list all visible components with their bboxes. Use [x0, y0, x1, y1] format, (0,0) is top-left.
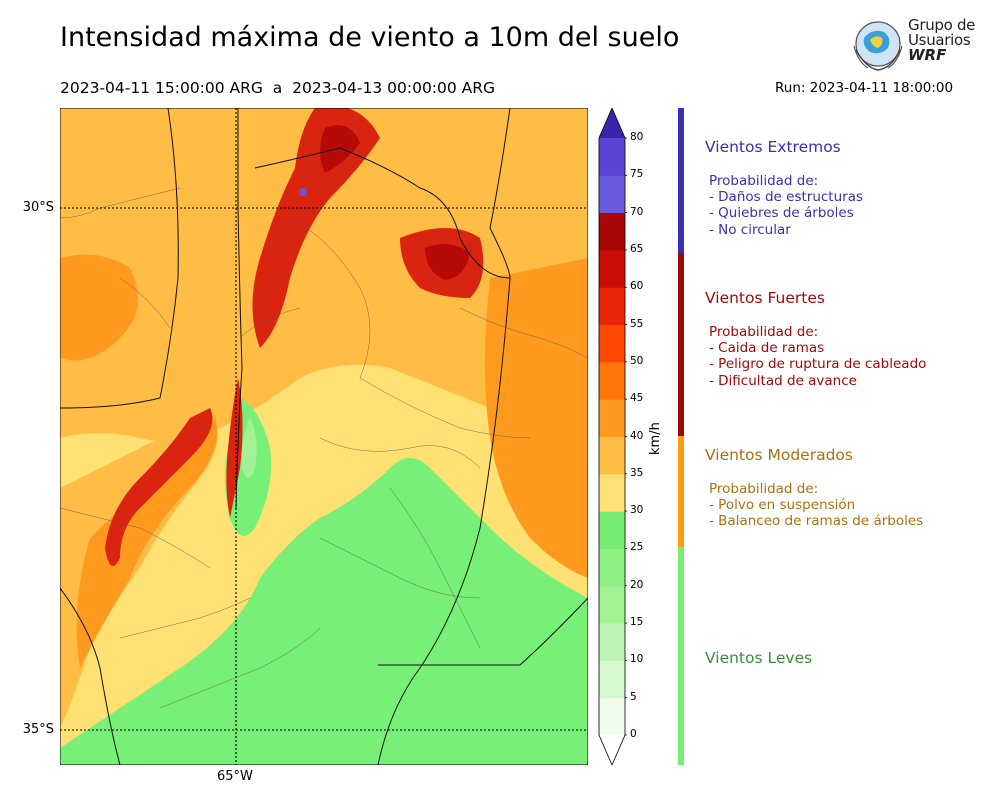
colorbar-unit: km/h	[648, 422, 663, 455]
field-orange-west	[60, 254, 138, 361]
globe-icon	[853, 21, 903, 71]
forecast-period: 2023-04-11 15:00:00 ARG a 2023-04-13 00:…	[60, 79, 496, 97]
colorbar-graphic	[598, 106, 628, 767]
field-pale-green-patch	[241, 418, 257, 478]
colorbar-extend-min	[599, 735, 625, 765]
level-bar-light	[678, 547, 684, 765]
colorbar-tick-label: 30	[630, 504, 644, 517]
level-bar-moderate	[678, 436, 684, 547]
lon-label-65w: 65°W	[217, 769, 253, 784]
lat-label-30s: 30°S	[22, 200, 54, 215]
colorbar-extend-max	[599, 108, 625, 138]
field-extreme-spot	[299, 188, 307, 196]
wind-field	[60, 108, 588, 765]
category-extreme-title: Vientos Extremos	[705, 138, 841, 156]
field-dark-red-core-east	[425, 244, 470, 280]
field-red-core-center	[226, 378, 243, 518]
field-red-core-north	[252, 108, 380, 348]
colorbar-segment	[599, 361, 625, 400]
wind-map	[60, 108, 588, 765]
field-green-south	[60, 458, 588, 765]
colorbar-segment	[599, 436, 625, 475]
category-extreme-desc: Probabilidad de: - Daños de estructuras …	[709, 173, 864, 238]
colorbar-segment	[599, 697, 625, 736]
colorbar-tick-label: 35	[630, 466, 644, 479]
wrf-users-group-logo: Grupo de Usuarios WRF	[848, 16, 978, 74]
colorbar	[597, 106, 628, 767]
category-light-title: Vientos Leves	[705, 649, 813, 667]
colorbar-tick-label: 50	[630, 354, 644, 367]
field-orange-west-band	[76, 418, 218, 668]
colorbar-segment	[599, 212, 625, 251]
field-orange-east	[485, 258, 588, 578]
category-moderate-title: Vientos Moderados	[705, 446, 853, 464]
colorbar-segment	[599, 623, 625, 661]
colorbar-segment	[599, 511, 625, 549]
colorbar-segment	[599, 548, 625, 587]
province-boundaries	[60, 108, 588, 765]
colorbar-segment	[599, 660, 625, 699]
logo-line-1: Grupo de	[908, 16, 976, 34]
lat-label-35s: 35°S	[22, 722, 54, 737]
category-strong-desc: Probabilidad de: - Caida de ramas - Peli…	[709, 324, 927, 389]
colorbar-tick-label: 75	[630, 168, 644, 181]
level-bar-extreme	[678, 108, 684, 253]
field-light-orange-north	[60, 108, 588, 442]
category-moderate-desc: Probabilidad de: - Polvo en suspensión -…	[709, 481, 924, 530]
colorbar-segment	[599, 138, 625, 176]
colorbar-tick-label: 5	[630, 690, 637, 703]
colorbar-tick-label: 65	[630, 242, 644, 255]
colorbar-tick-label: 15	[630, 616, 644, 629]
colorbar-segment	[599, 324, 625, 363]
colorbar-segment	[599, 249, 625, 288]
field-red-core-west	[105, 408, 213, 566]
colorbar-segment	[599, 399, 625, 437]
colorbar-tick-label: 25	[630, 541, 644, 554]
colorbar-tick-label: 20	[630, 578, 644, 591]
graticule	[60, 108, 588, 765]
level-bar-strong	[678, 253, 684, 436]
logo-line-3: WRF	[908, 46, 947, 64]
field-dark-red-core-north	[320, 125, 360, 173]
colorbar-tick-label: 10	[630, 653, 644, 666]
colorbar-tick-labels: 0 5 10 15 20 25 30 35 40 45 50 55 60 65 70 75 80	[630, 108, 670, 765]
colorbar-segment	[599, 585, 625, 624]
logo-line-2: Usuarios	[908, 31, 971, 49]
colorbar-tick-label: 70	[630, 205, 644, 218]
colorbar-tick-label: 60	[630, 280, 644, 293]
map-title: Intensidad máxima de viento a 10m del su…	[60, 22, 680, 53]
colorbar-tick-label: 45	[630, 392, 644, 405]
colorbar-segment	[599, 287, 625, 326]
colorbar-tick-label: 40	[630, 429, 644, 442]
colorbar-tick-label: 0	[630, 728, 637, 740]
department-boundaries	[60, 187, 588, 709]
colorbar-segment	[599, 175, 625, 214]
category-strong-title: Vientos Fuertes	[705, 289, 825, 307]
colorbar-tick-label: 55	[630, 317, 644, 330]
colorbar-segment	[599, 473, 625, 512]
model-run: Run: 2023-04-11 18:00:00	[775, 80, 954, 96]
colorbar-tick-label: 80	[630, 131, 644, 143]
